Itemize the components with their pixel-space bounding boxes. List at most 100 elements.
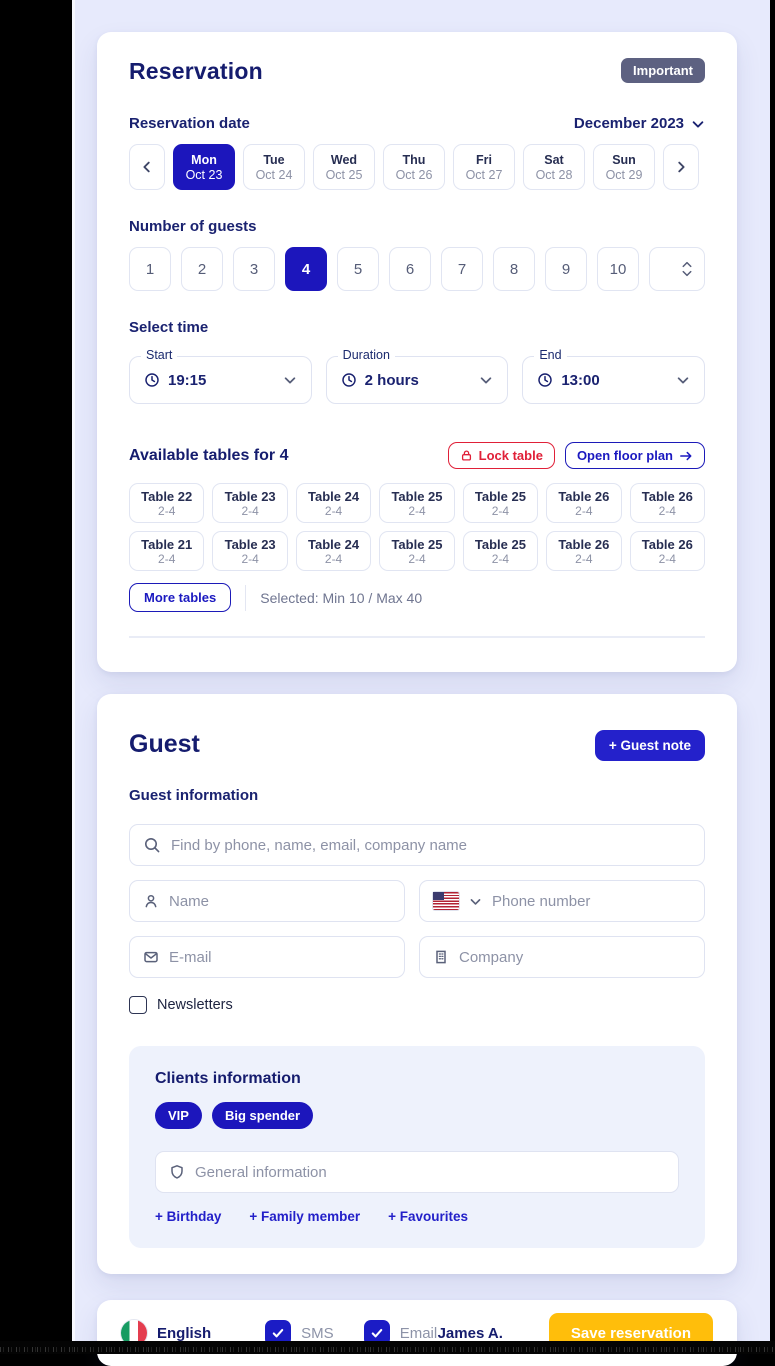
guest-count-stepper[interactable] (649, 247, 705, 291)
guest-count-button[interactable]: 9 (545, 247, 587, 291)
sms-label: SMS (301, 1324, 334, 1342)
lock-icon (460, 449, 473, 462)
table-size: 2-4 (575, 551, 593, 566)
italy-flag-icon[interactable] (121, 1320, 147, 1346)
table-name: Table 26 (558, 536, 610, 552)
open-floor-plan-button[interactable]: Open floor plan (564, 442, 705, 469)
day-date: Oct 29 (605, 167, 643, 182)
table-chip[interactable]: Table 24 2-4 (295, 483, 372, 523)
email-checkbox[interactable] (363, 1320, 390, 1346)
email-input[interactable] (169, 948, 391, 966)
number-of-guests-label: Number of guests (129, 218, 257, 235)
lock-table-button[interactable]: Lock table (447, 442, 555, 469)
guest-count-button[interactable]: 2 (181, 247, 223, 291)
guest-search-input[interactable] (171, 836, 691, 854)
day-chip[interactable]: Fri Oct 27 (453, 144, 515, 190)
table-chip[interactable]: Table 22 2-4 (129, 483, 205, 523)
day-chip[interactable]: Mon Oct 23 (173, 144, 235, 190)
table-chip[interactable]: Table 26 2-4 (546, 531, 622, 571)
newsletters-label: Newsletters (157, 997, 233, 1013)
name-field (129, 880, 405, 922)
sms-checkbox[interactable] (265, 1320, 292, 1346)
table-chip[interactable]: Table 24 2-4 (295, 531, 372, 571)
day-date: Oct 24 (255, 167, 293, 182)
start-time-value: 19:15 (168, 371, 207, 389)
phone-field (419, 880, 705, 922)
guest-count-button[interactable]: 8 (493, 247, 535, 291)
us-flag-icon[interactable] (433, 892, 459, 910)
day-name: Mon (191, 152, 217, 167)
clock-icon (341, 372, 357, 388)
month-selector[interactable]: December 2023 (574, 115, 705, 132)
add-info-link[interactable]: + Favourites (388, 1209, 468, 1224)
table-chip[interactable]: Table 21 2-4 (129, 531, 205, 571)
table-size: 2-4 (241, 503, 259, 518)
guest-count-button[interactable]: 10 (597, 247, 639, 291)
phone-input[interactable] (492, 892, 691, 910)
guest-count-button[interactable]: 4 (285, 247, 327, 291)
day-chip[interactable]: Sun Oct 29 (593, 144, 655, 190)
day-name: Fri (476, 152, 492, 167)
table-chip[interactable]: Table 25 2-4 (379, 483, 455, 523)
table-size: 2-4 (324, 503, 343, 518)
table-chip[interactable]: Table 25 2-4 (462, 483, 539, 523)
table-size: 2-4 (158, 551, 176, 566)
table-name: Table 23 (224, 536, 276, 552)
name-input[interactable] (169, 892, 391, 910)
company-input[interactable] (459, 948, 691, 966)
company-field (419, 936, 705, 978)
newsletters-checkbox[interactable] (129, 996, 147, 1014)
guest-card: Guest + Guest note Guest information (97, 694, 737, 1274)
guest-title: Guest (129, 730, 200, 758)
guest-count-button[interactable]: 3 (233, 247, 275, 291)
email-checkbox-row[interactable]: Email (363, 1320, 437, 1346)
caret-down-icon (682, 270, 692, 277)
table-chip[interactable]: Table 23 2-4 (212, 531, 288, 571)
clock-icon (144, 372, 160, 388)
start-time-select[interactable]: Start 19:15 (129, 348, 312, 404)
guest-count-button[interactable]: 1 (129, 247, 171, 291)
tables-grid: Table 22 2-4 Table 23 2-4 Table 24 2-4 Table 2… (129, 483, 705, 571)
table-chip[interactable]: Table 23 2-4 (212, 483, 288, 523)
add-guest-note-button[interactable]: + Guest note (594, 730, 705, 761)
day-chip[interactable]: Thu Oct 26 (383, 144, 445, 190)
prev-dates-button[interactable] (129, 144, 165, 190)
chevron-left-icon (140, 160, 154, 174)
duration-select[interactable]: Duration 2 hours (325, 348, 509, 404)
client-tag[interactable]: Big spender (211, 1102, 314, 1129)
app-background: Reservation Important Reservation date D… (72, 0, 770, 1366)
newsletters-checkbox-row[interactable]: Newsletters (129, 996, 705, 1014)
day-date: Oct 28 (535, 167, 573, 182)
guest-count-button[interactable]: 7 (441, 247, 483, 291)
next-dates-button[interactable] (663, 144, 699, 190)
table-size: 2-4 (575, 503, 593, 518)
chevron-down-icon[interactable] (469, 895, 482, 908)
save-reservation-button[interactable]: Save reservation (548, 1312, 713, 1354)
table-name: Table 25 (474, 536, 526, 552)
guest-count-button[interactable]: 6 (389, 247, 431, 291)
day-chip[interactable]: Sat Oct 28 (523, 144, 585, 190)
table-chip[interactable]: Table 25 2-4 (379, 531, 455, 571)
add-info-link[interactable]: + Family member (249, 1209, 361, 1224)
client-tag[interactable]: VIP (155, 1102, 202, 1129)
table-size: 2-4 (158, 503, 176, 518)
end-time-select[interactable]: End 13:00 (522, 348, 706, 404)
table-chip[interactable]: Table 26 2-4 (546, 483, 622, 523)
day-name: Sun (612, 152, 636, 167)
guest-count-button[interactable]: 5 (337, 247, 379, 291)
available-tables-heading: Available tables for 4 (129, 446, 289, 464)
language-label[interactable]: English (157, 1324, 212, 1342)
table-chip[interactable]: Table 25 2-4 (462, 531, 539, 571)
table-chip[interactable]: Table 26 2-4 (629, 531, 705, 571)
table-chip[interactable]: Table 26 2-4 (629, 483, 705, 523)
general-information-input[interactable] (195, 1163, 665, 1181)
divider (129, 636, 705, 638)
day-chip[interactable]: Tue Oct 24 (243, 144, 305, 190)
more-tables-button[interactable]: More tables (129, 583, 232, 612)
chevron-down-icon (676, 373, 690, 387)
add-info-link[interactable]: + Birthday (155, 1209, 222, 1224)
day-date: Oct 26 (395, 167, 433, 182)
envelope-icon (143, 949, 159, 965)
sms-checkbox-row[interactable]: SMS (265, 1320, 334, 1346)
day-chip[interactable]: Wed Oct 25 (313, 144, 375, 190)
